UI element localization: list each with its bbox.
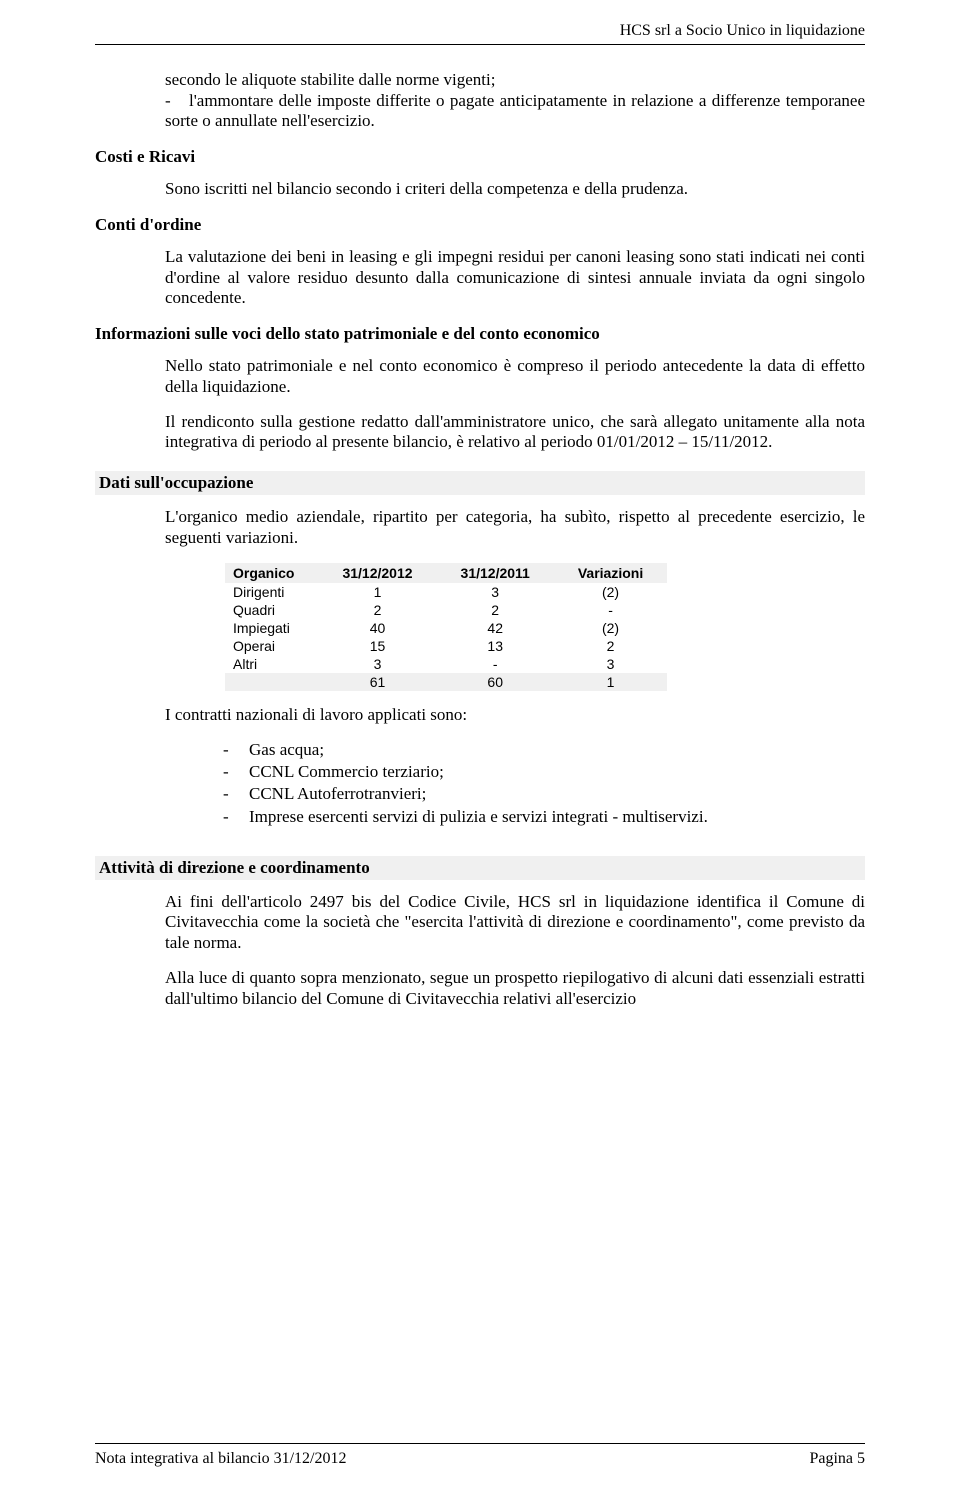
para-direzione-1: Ai fini dell'articolo 2497 bis del Codic… <box>165 892 865 954</box>
cell: 2 <box>318 601 436 619</box>
cell: 60 <box>437 673 554 691</box>
table-row: Operai 15 13 2 <box>225 637 667 655</box>
cell: (2) <box>554 583 667 601</box>
cell: Operai <box>225 637 318 655</box>
footer-right: Pagina 5 <box>809 1450 865 1468</box>
list-text: Gas acqua; <box>249 739 324 761</box>
cell: 1 <box>554 673 667 691</box>
cell: - <box>437 655 554 673</box>
table-row: Dirigenti 1 3 (2) <box>225 583 667 601</box>
cell: 3 <box>554 655 667 673</box>
list-item: -Gas acqua; <box>223 739 865 761</box>
contracts-list: -Gas acqua; -CCNL Commercio terziario; -… <box>223 739 865 827</box>
list-item: -CCNL Autoferrotranvieri; <box>223 783 865 805</box>
list-item: -CCNL Commercio terziario; <box>223 761 865 783</box>
heading-occupazione: Dati sull'occupazione <box>95 471 865 495</box>
organico-table: Organico 31/12/2012 31/12/2011 Variazion… <box>225 563 667 691</box>
bullet-dash: - <box>223 783 249 805</box>
heading-direzione: Attività di direzione e coordinamento <box>95 856 865 880</box>
para-costi-ricavi: Sono iscritti nel bilancio secondo i cri… <box>165 179 865 200</box>
header-rule <box>95 44 865 45</box>
table-row: Altri 3 - 3 <box>225 655 667 673</box>
cell: Impiegati <box>225 619 318 637</box>
header-company: HCS srl a Socio Unico in liquidazione <box>620 22 865 40</box>
footer-left: Nota integrativa al bilancio 31/12/2012 <box>95 1450 347 1468</box>
cell: 3 <box>318 655 436 673</box>
heading-conti-ordine: Conti d'ordine <box>95 215 865 235</box>
para-stato-patrimoniale: Nello stato patrimoniale e nel conto eco… <box>165 356 865 397</box>
cell: Altri <box>225 655 318 673</box>
cell: 13 <box>437 637 554 655</box>
th-2012: 31/12/2012 <box>318 563 436 583</box>
bullet-dash: - <box>223 761 249 783</box>
cell <box>225 673 318 691</box>
table-header-row: Organico 31/12/2012 31/12/2011 Variazion… <box>225 563 667 583</box>
cell: 1 <box>318 583 436 601</box>
para-rendiconto: Il rendiconto sulla gestione redatto dal… <box>165 412 865 453</box>
bullet-text: l'ammontare delle imposte differite o pa… <box>165 91 865 131</box>
th-organico: Organico <box>225 563 318 583</box>
para-conti-ordine: La valutazione dei beni in leasing e gli… <box>165 247 865 309</box>
cell: (2) <box>554 619 667 637</box>
para-direzione-2: Alla luce di quanto sopra menzionato, se… <box>165 968 865 1009</box>
footer-rule <box>95 1443 865 1444</box>
page-content: secondo le aliquote stabilite dalle norm… <box>95 70 865 1009</box>
document-page: HCS srl a Socio Unico in liquidazione se… <box>0 0 960 1498</box>
table-row: Quadri 2 2 - <box>225 601 667 619</box>
bullet-dash: - <box>165 91 189 112</box>
cell: Dirigenti <box>225 583 318 601</box>
para-organico-intro: L'organico medio aziendale, ripartito pe… <box>165 507 865 548</box>
cell: 2 <box>437 601 554 619</box>
list-text: Imprese esercenti servizi di pulizia e s… <box>249 806 708 828</box>
cell: 40 <box>318 619 436 637</box>
table-row: Impiegati 40 42 (2) <box>225 619 667 637</box>
list-item: -Imprese esercenti servizi di pulizia e … <box>223 806 865 828</box>
cell: 3 <box>437 583 554 601</box>
heading-costi-ricavi: Costi e Ricavi <box>95 147 865 167</box>
cell: - <box>554 601 667 619</box>
cell: 61 <box>318 673 436 691</box>
cell: 2 <box>554 637 667 655</box>
list-text: CCNL Autoferrotranvieri; <box>249 783 426 805</box>
cell: 15 <box>318 637 436 655</box>
th-2011: 31/12/2011 <box>437 563 554 583</box>
para-continuation-1: secondo le aliquote stabilite dalle norm… <box>165 70 865 91</box>
para-contratti-intro: I contratti nazionali di lavoro applicat… <box>165 705 865 726</box>
cell: Quadri <box>225 601 318 619</box>
cell: 42 <box>437 619 554 637</box>
bullet-dash: - <box>223 739 249 761</box>
para-bullet-1: -l'ammontare delle imposte differite o p… <box>165 91 865 132</box>
heading-informazioni: Informazioni sulle voci dello stato patr… <box>95 324 865 344</box>
table-total-row: 61 60 1 <box>225 673 667 691</box>
th-variazioni: Variazioni <box>554 563 667 583</box>
list-text: CCNL Commercio terziario; <box>249 761 444 783</box>
bullet-dash: - <box>223 806 249 828</box>
